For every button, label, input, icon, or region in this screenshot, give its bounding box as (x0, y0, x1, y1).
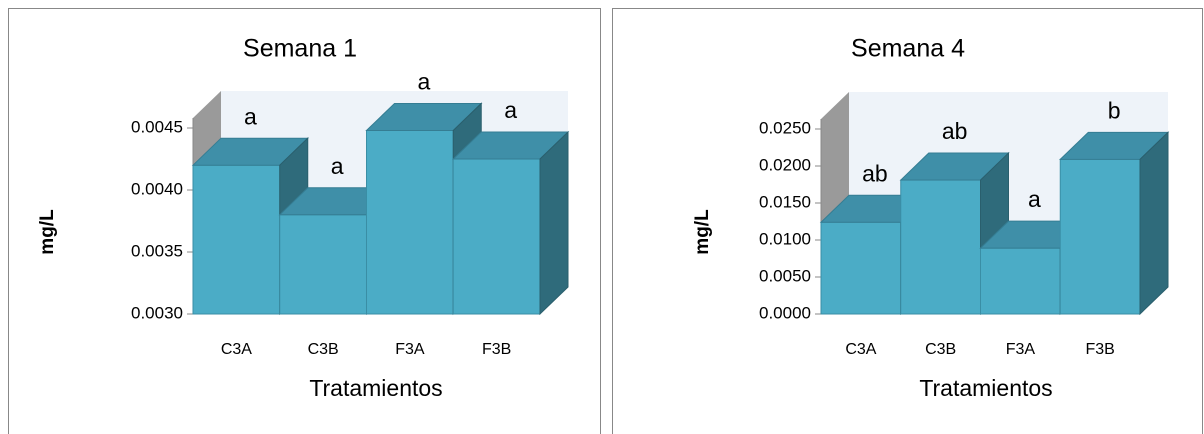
chart-title: Semana 1 (243, 35, 357, 63)
bar (452, 158, 541, 315)
y-tick-label: 0.0045 (131, 117, 183, 136)
bar-side (539, 130, 569, 316)
annotation: a (244, 103, 257, 129)
category-label: C3B (925, 341, 956, 358)
x-axis-title: Tratamientos (919, 375, 1052, 401)
bar (900, 179, 981, 315)
bar (279, 214, 367, 315)
y-tick-label: 0.0200 (759, 155, 811, 174)
y-tick-label: 0.0150 (759, 192, 811, 211)
category-label: F3B (1085, 341, 1114, 358)
y-tick-label: 0.0100 (759, 229, 811, 248)
y-axis-title: mg/L (37, 209, 58, 255)
annotation: a (331, 153, 344, 179)
panel-frame (8, 8, 601, 434)
annotation: b (1108, 97, 1121, 123)
y-tick-label: 0.0050 (759, 266, 811, 285)
bar-side (1139, 131, 1169, 316)
y-tick-label: 0.0030 (131, 303, 183, 322)
category-label: C3B (308, 341, 339, 358)
y-axis-title: mg/L (692, 209, 713, 255)
bar (980, 247, 1061, 315)
y-tick-label: 0.0035 (131, 241, 183, 260)
annotation: a (1028, 186, 1041, 212)
bar (1059, 158, 1141, 315)
category-label: C3A (845, 341, 876, 358)
x-axis-title: Tratamientos (309, 375, 442, 401)
annotation: a (417, 69, 430, 95)
bar (192, 164, 281, 315)
annotation: a (504, 97, 517, 123)
y-tick-label: 0.0040 (131, 179, 183, 198)
y-tick-label: 0.0000 (759, 303, 811, 322)
panel-frame (612, 8, 1203, 434)
bar (820, 221, 902, 315)
annotation: ab (942, 118, 968, 144)
chart-title: Semana 4 (851, 35, 965, 63)
y-tick-label: 0.0250 (759, 118, 811, 137)
category-label: F3A (395, 341, 425, 358)
category-label: C3A (221, 341, 252, 358)
category-label: F3A (1006, 341, 1036, 358)
category-label: F3B (482, 341, 511, 358)
annotation: ab (862, 160, 888, 186)
bar (366, 129, 454, 315)
